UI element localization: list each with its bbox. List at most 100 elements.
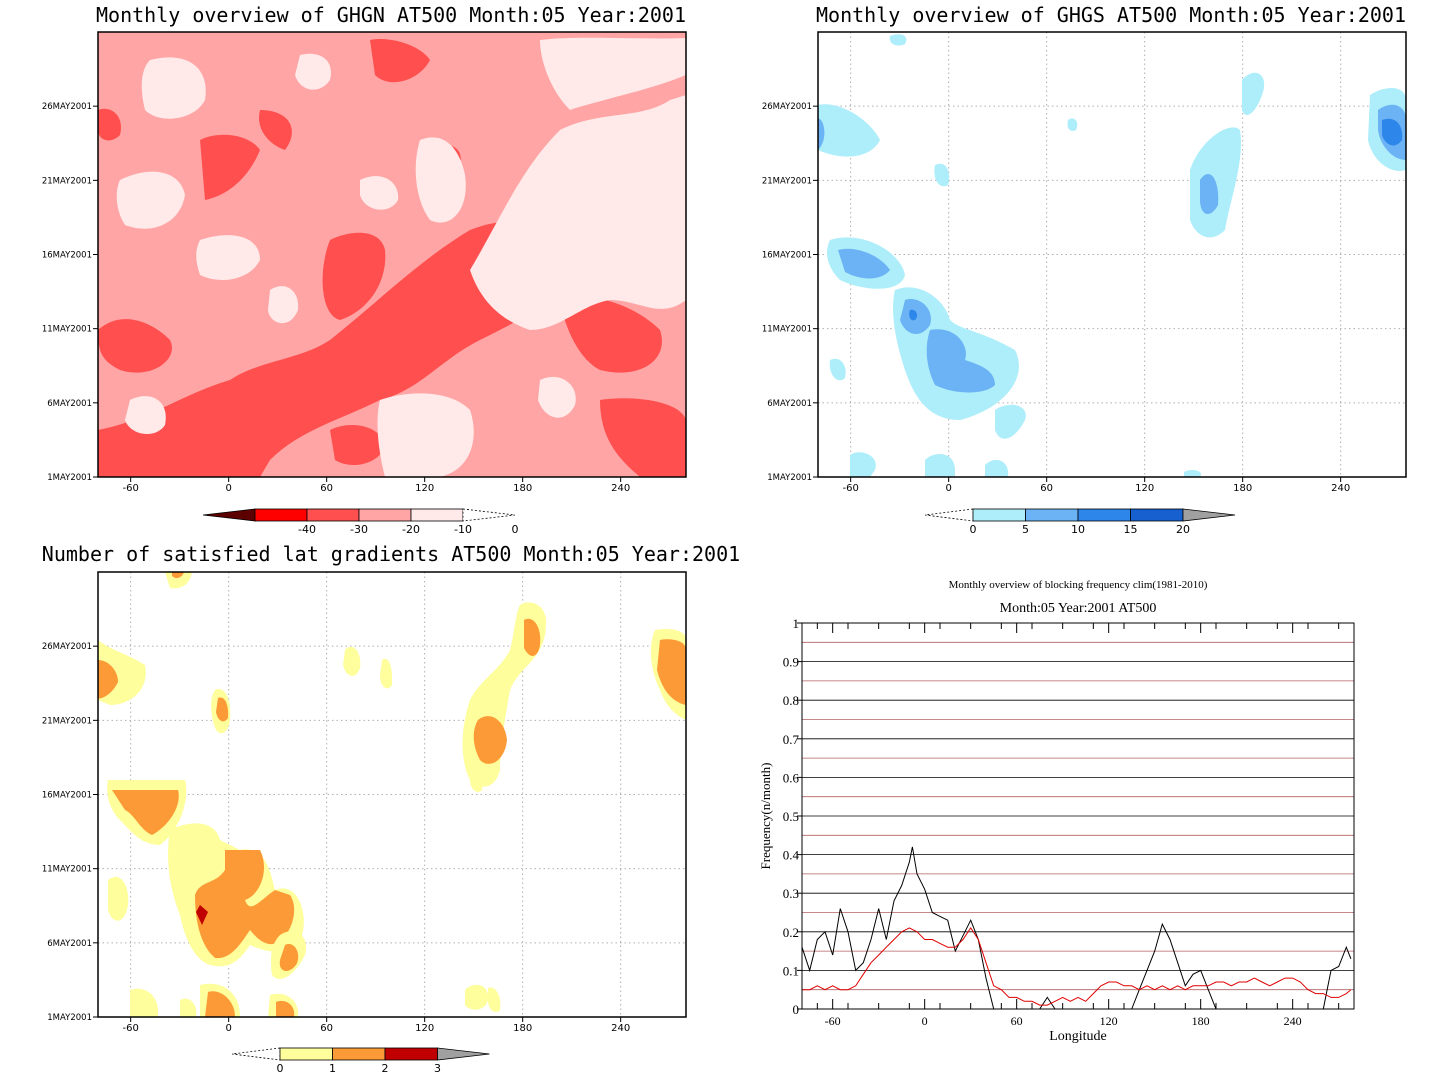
- y-gridlines: [802, 661, 1354, 971]
- ghgs-y-tick-label: 16MAY2001: [762, 251, 812, 261]
- gradients-x-tick-label: -60: [122, 1023, 138, 1034]
- ghgn-x-tick-label: 120: [415, 483, 434, 494]
- ghgs-colorbar-label: 10: [1071, 523, 1085, 536]
- gradients-colorbar-max-arrow: [437, 1047, 490, 1061]
- series-lines: [801, 846, 1352, 1010]
- ghgs-y-tick-label: 6MAY2001: [767, 399, 812, 409]
- x-tick-label: 120: [1100, 1014, 1118, 1028]
- gradients-colorbar-label: 2: [382, 1062, 389, 1075]
- ghgs-y-tick-label: 21MAY2001: [762, 176, 812, 186]
- line-x-axis: -60 0 60 120 180 240: [816, 623, 1340, 1028]
- ghgs-colorbar-max-arrow: [1182, 508, 1236, 522]
- ghgs-colorbar-label: 5: [1022, 523, 1029, 536]
- gradients-x-tick-label: 240: [611, 1023, 630, 1034]
- ghgn-x-tick-label: -60: [122, 483, 138, 494]
- y-tick-label: 0.7: [783, 732, 800, 747]
- ghgs-colorbar: 0 5 10 15 20: [924, 508, 1236, 536]
- y-tick-label: 0.9: [783, 655, 799, 670]
- ghgs-colorbar-label: 15: [1124, 523, 1138, 536]
- ghgs-colorbar-min-arrow: [924, 508, 974, 522]
- ghgs-y-tick-label: 11MAY2001: [762, 325, 812, 335]
- panel-gradients: Number of satisfied lat gradients AT500 …: [42, 542, 740, 1075]
- ghgs-title: Monthly overview of GHGS AT500 Month:05 …: [816, 3, 1406, 27]
- gradients-colorbar-box: [384, 1047, 438, 1061]
- gradients-x-axis: -60 0 60 120 180 240: [122, 1017, 630, 1034]
- reference-lines: [802, 641, 1354, 991]
- ghgs-colorbar-label: 0: [970, 523, 977, 536]
- ghgs-contour-field: [818, 32, 1406, 477]
- ghgn-colorbar-max-arrow: [462, 508, 516, 522]
- gradients-colorbar-box: [332, 1047, 386, 1061]
- ghgs-x-tick-label: 180: [1233, 483, 1252, 494]
- ghgn-y-tick-label: 6MAY2001: [47, 399, 92, 409]
- ghgn-y-tick-label: 26MAY2001: [42, 102, 92, 112]
- y-tick-label: 0.6: [783, 770, 800, 785]
- panel-blocking-frequency: Monthly overview of blocking frequency c…: [758, 579, 1355, 1044]
- ghgs-y-axis: 1MAY2001 6MAY2001 11MAY2001 16MAY2001 21MAY2…: [762, 102, 818, 483]
- y-tick-label: 0.1: [783, 963, 799, 978]
- line-y-axis: 0 0.1 0.2 0.3 0.4 0.5 0.6 0.7 0.8 0.9 1: [783, 616, 802, 1017]
- gradients-colorbar-label: 3: [434, 1062, 441, 1075]
- gradients-colorbar-label: 1: [329, 1062, 336, 1075]
- line-chart-subtitle: Month:05 Year:2001 AT500: [1000, 601, 1157, 616]
- ghgs-x-axis: -60 0 60 120 180 240: [842, 477, 1350, 494]
- ghgn-colorbar-label: -20: [402, 523, 420, 536]
- panel-ghgs: Monthly overview of GHGS AT500 Month:05 …: [762, 3, 1407, 536]
- gradients-contour-field: [98, 572, 686, 1017]
- gradients-y-tick-label: 11MAY2001: [42, 865, 92, 875]
- x-tick-label: 0: [922, 1014, 928, 1028]
- ghgn-colorbar-box: [410, 508, 464, 522]
- y-tick-label: 0.8: [783, 693, 799, 708]
- line-y-axis-label: Frequency(n/month): [758, 763, 773, 870]
- ghgs-colorbar-box: [1130, 508, 1184, 522]
- y-tick-label: 0.5: [783, 809, 799, 824]
- ghgn-y-axis: 1MAY2001 6MAY2001 11MAY2001 16MAY2001 21MAY2…: [42, 102, 98, 483]
- ghgs-x-tick-label: 0: [945, 483, 951, 494]
- gradients-y-tick-label: 26MAY2001: [42, 642, 92, 652]
- y-tick-label: 0.2: [783, 925, 799, 940]
- ghgn-colorbar-label: -10: [454, 523, 472, 536]
- gradients-y-axis: 1MAY2001 6MAY2001 11MAY2001 16MAY2001 21MAY2…: [42, 642, 98, 1023]
- line-chart-title: Monthly overview of blocking frequency c…: [949, 579, 1208, 591]
- gradients-colorbar-min-arrow: [231, 1047, 281, 1061]
- x-tick-label: 60: [1011, 1014, 1023, 1028]
- ghgn-x-tick-label: 180: [513, 483, 532, 494]
- gradients-x-tick-label: 180: [513, 1023, 532, 1034]
- ghgn-x-tick-label: 60: [320, 483, 333, 494]
- gradients-colorbar-box: [279, 1047, 333, 1061]
- series-line-1: [802, 926, 1352, 1006]
- ghgs-x-tick-label: 240: [1331, 483, 1350, 494]
- x-tick-label: 240: [1284, 1014, 1302, 1028]
- gradients-y-tick-label: 1MAY2001: [47, 1013, 92, 1023]
- gradients-colorbar: 0 1 2 3: [231, 1047, 490, 1075]
- gradients-y-tick-label: 6MAY2001: [47, 939, 92, 949]
- ghgn-colorbar-label: 0: [512, 523, 519, 536]
- ghgn-y-tick-label: 11MAY2001: [42, 325, 92, 335]
- ghgn-colorbar-label: -30: [350, 523, 368, 536]
- ghgn-y-tick-label: 21MAY2001: [42, 176, 92, 186]
- x-tick-label: -60: [825, 1014, 841, 1028]
- ghgn-colorbar-min-arrow: [202, 508, 256, 522]
- ghgs-colorbar-box: [1025, 508, 1079, 522]
- gradients-y-tick-label: 16MAY2001: [42, 791, 92, 801]
- y-tick-label: 0: [793, 1002, 800, 1017]
- ghgn-colorbar-box: [358, 508, 412, 522]
- gradients-x-tick-label: 60: [320, 1023, 333, 1034]
- panel-ghgn: Monthly overview of GHGN AT500 Month:05 …: [42, 3, 687, 536]
- ghgn-y-tick-label: 1MAY2001: [47, 473, 92, 483]
- gradients-y-tick-label: 21MAY2001: [42, 716, 92, 726]
- ghgn-contour-field: [98, 32, 686, 477]
- y-tick-label: 0.4: [783, 848, 800, 863]
- ghgn-colorbar-label: -40: [298, 523, 316, 536]
- x-tick-label: 180: [1192, 1014, 1210, 1028]
- gradients-x-tick-label: 0: [225, 1023, 231, 1034]
- ghgn-x-tick-label: 0: [225, 483, 231, 494]
- ghgn-title: Monthly overview of GHGN AT500 Month:05 …: [96, 3, 686, 27]
- ghgn-colorbar-box: [254, 508, 308, 522]
- ghgs-x-tick-label: -60: [842, 483, 858, 494]
- ghgn-x-tick-label: 240: [611, 483, 630, 494]
- ghgn-colorbar-box: [306, 508, 360, 522]
- ghgs-x-tick-label: 60: [1040, 483, 1053, 494]
- ghgs-x-tick-label: 120: [1135, 483, 1154, 494]
- y-tick-label: 1: [793, 616, 800, 631]
